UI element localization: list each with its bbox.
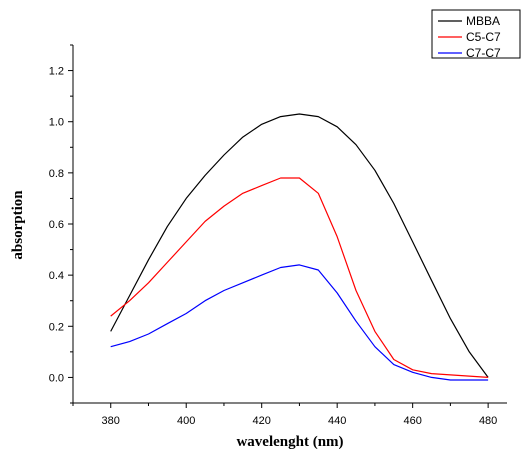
y-tick-label: 0.6 bbox=[49, 219, 64, 231]
legend-label: C5-C7 bbox=[466, 30, 501, 44]
x-tick-label: 460 bbox=[403, 415, 421, 427]
legend-box bbox=[431, 9, 521, 59]
y-tick-label: 1.0 bbox=[49, 117, 64, 129]
series-line-c7-c7 bbox=[110, 264, 489, 381]
legend: MBBA C5-C7 C7-C7 bbox=[431, 9, 521, 60]
x-tick-label: 420 bbox=[253, 415, 271, 427]
y-tick-label: 1.2 bbox=[49, 66, 64, 78]
x-axis-title: wavelenght (nm) bbox=[236, 434, 343, 450]
y-tick-label: 0.8 bbox=[49, 168, 64, 180]
y-tick-label: 0.2 bbox=[49, 321, 64, 333]
axes-layer: 380 400 420 440 460 480 0.0 0.2 0.4 0.6 0.8 1.0 1.2 bbox=[49, 44, 507, 427]
y-tick-label: 0.4 bbox=[49, 270, 64, 282]
y-axis-title: absorption bbox=[10, 190, 26, 260]
series-layer bbox=[110, 113, 489, 381]
legend-label: C7-C7 bbox=[466, 46, 501, 60]
x-tick-label: 400 bbox=[177, 415, 195, 427]
series-line-c5-c7 bbox=[110, 177, 489, 378]
x-tick-label: 480 bbox=[479, 415, 497, 427]
x-tick-label: 380 bbox=[102, 415, 120, 427]
series-line-mbba bbox=[110, 113, 489, 378]
legend-label: MBBA bbox=[466, 14, 500, 28]
y-tick-label: 0.0 bbox=[49, 372, 64, 384]
x-tick-label: 440 bbox=[328, 415, 346, 427]
